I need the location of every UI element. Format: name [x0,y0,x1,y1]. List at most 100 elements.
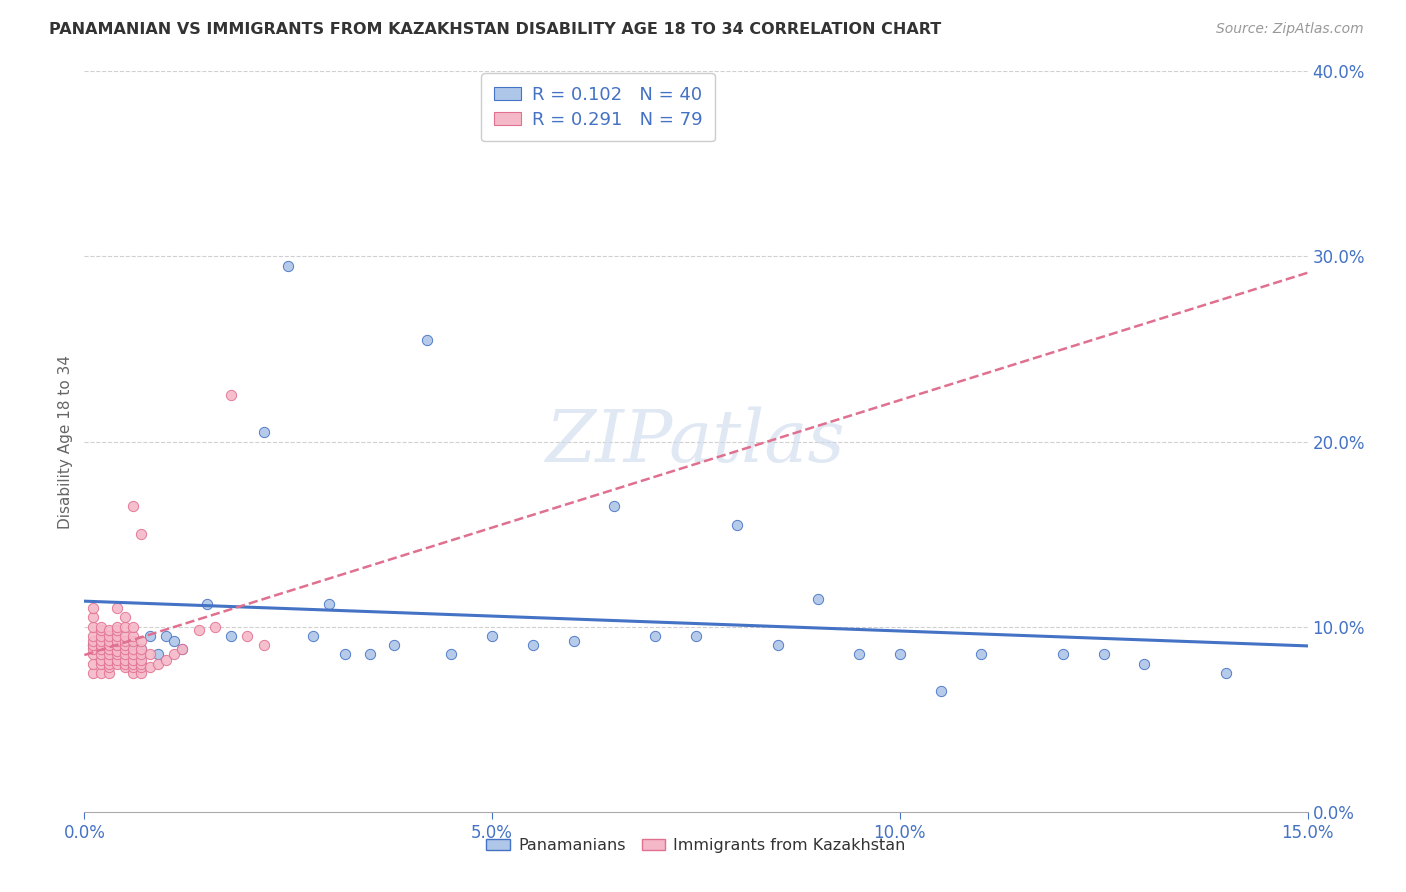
Point [90,665,112,680]
Point [105,629,128,643]
Point [114,634,136,648]
Point [1092,648,1115,662]
Point [236,629,259,643]
Point [187,624,209,638]
Point [172,641,194,656]
Point [122,641,145,656]
Point [114,610,136,624]
Point [253,425,276,440]
Point [766,638,789,652]
Point [318,598,340,612]
Point [138,660,160,674]
Point [122,657,145,671]
Point [97,648,120,662]
Point [97,629,120,643]
Point [122,660,145,674]
Point [889,648,911,662]
Point [82,648,104,662]
Point [82,657,104,671]
Point [122,653,145,667]
Point [138,629,160,643]
Point [114,641,136,656]
Point [359,648,381,662]
Point [277,259,299,273]
Point [970,648,993,662]
Point [122,500,145,514]
Point [82,619,104,633]
Point [122,648,145,662]
Point [1052,648,1074,662]
Point [114,648,136,662]
Point [382,638,405,652]
Point [82,638,104,652]
Point [105,643,128,657]
Point [90,638,112,652]
Text: PANAMANIAN VS IMMIGRANTS FROM KAZAKHSTAN DISABILITY AGE 18 TO 34 CORRELATION CHA: PANAMANIAN VS IMMIGRANTS FROM KAZAKHSTAN… [49,22,942,37]
Point [97,665,120,680]
Point [82,610,104,624]
Point [97,624,120,638]
Point [219,629,242,643]
Text: ZIPatlas: ZIPatlas [546,406,846,477]
Point [929,684,952,698]
Point [155,653,177,667]
Point [195,598,218,612]
Point [481,629,503,643]
Point [97,653,120,667]
Point [131,648,153,662]
Point [90,629,112,643]
Point [122,638,145,652]
Point [440,648,463,662]
Point [131,634,153,648]
Point [685,629,707,643]
Point [603,500,626,514]
Point [131,660,153,674]
Point [644,629,666,643]
Point [131,665,153,680]
Text: Source: ZipAtlas.com: Source: ZipAtlas.com [1216,22,1364,37]
Point [131,641,153,656]
Point [131,527,153,541]
Point [114,653,136,667]
Point [97,638,120,652]
Point [105,619,128,633]
Point [97,660,120,674]
Point [114,619,136,633]
Point [131,657,153,671]
Point [82,601,104,615]
Point [82,638,104,652]
Point [122,629,145,643]
Point [97,629,120,643]
Point [163,634,186,648]
Point [90,634,112,648]
Point [105,634,128,648]
Y-axis label: Disability Age 18 to 34: Disability Age 18 to 34 [58,354,73,529]
Point [146,657,169,671]
Point [105,657,128,671]
Point [82,629,104,643]
Point [163,648,186,662]
Point [725,517,748,532]
Point [82,634,104,648]
Legend: Panamanians, Immigrants from Kazakhstan: Panamanians, Immigrants from Kazakhstan [479,831,912,859]
Point [131,653,153,667]
Point [105,653,128,667]
Point [253,638,276,652]
Point [90,648,112,662]
Point [97,634,120,648]
Point [122,665,145,680]
Point [131,641,153,656]
Point [90,653,112,667]
Point [105,601,128,615]
Point [848,648,870,662]
Point [155,629,177,643]
Point [105,641,128,656]
Point [114,660,136,674]
Point [97,641,120,656]
Point [105,638,128,652]
Point [97,657,120,671]
Point [146,648,169,662]
Point [204,619,226,633]
Point [301,629,323,643]
Point [82,665,104,680]
